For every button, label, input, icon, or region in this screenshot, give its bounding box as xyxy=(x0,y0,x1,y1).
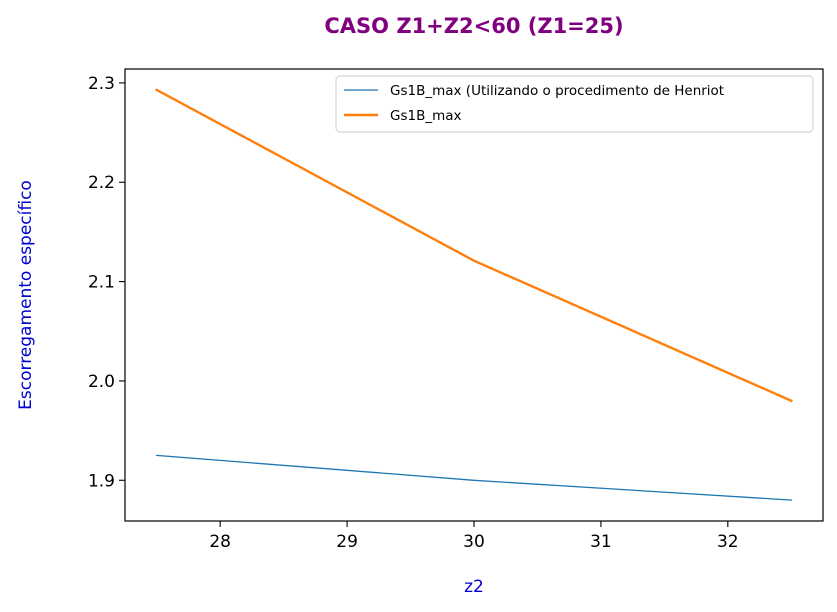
x-axis-label: z2 xyxy=(464,577,484,597)
series-layer xyxy=(155,88,793,501)
x-tick-label: 30 xyxy=(463,532,485,552)
x-tick-label: 29 xyxy=(336,532,358,552)
legend-label-henriot: Gs1B_max (Utilizando o procedimento de H… xyxy=(390,83,724,99)
series-line-gs1b-max xyxy=(155,88,793,403)
x-axis: 28 29 30 31 32 xyxy=(209,521,739,552)
y-tick-label: 2.3 xyxy=(88,74,115,94)
legend-box xyxy=(335,75,814,133)
x-tick-label: 32 xyxy=(717,532,739,552)
series-line-henriot xyxy=(156,454,792,501)
chart-title: CASO Z1+Z2<60 (Z1=25) xyxy=(324,14,623,38)
legend: Gs1B_max (Utilizando o procedimento de H… xyxy=(335,75,814,133)
x-tick-label: 31 xyxy=(590,532,612,552)
y-axis-label: Escorregamento específico xyxy=(16,180,36,410)
y-axis: 1.9 2.0 2.1 2.2 2.3 xyxy=(88,74,125,491)
y-tick-label: 2.0 xyxy=(88,372,115,392)
y-tick-label: 2.1 xyxy=(88,273,115,293)
y-tick-label: 2.2 xyxy=(88,173,115,193)
x-tick-label: 28 xyxy=(209,532,231,552)
legend-label-gs1b-max: Gs1B_max xyxy=(390,108,462,124)
y-tick-label: 1.9 xyxy=(88,471,115,491)
